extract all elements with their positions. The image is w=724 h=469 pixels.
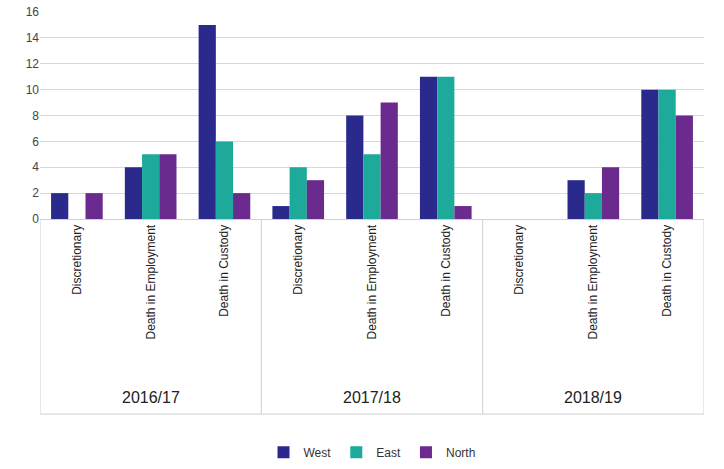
svg-text:6: 6 [32,135,39,149]
svg-text:16: 16 [26,5,40,19]
svg-text:Death in Custody: Death in Custody [217,225,231,317]
svg-text:Discretionary: Discretionary [512,225,526,295]
svg-text:Death in Employment: Death in Employment [144,224,158,339]
svg-text:0: 0 [32,212,39,226]
svg-text:Discretionary: Discretionary [291,225,305,295]
svg-text:2018/19: 2018/19 [564,389,622,406]
svg-text:East: East [376,446,401,460]
svg-text:8: 8 [32,109,39,123]
svg-text:4: 4 [32,160,39,174]
svg-text:Discretionary: Discretionary [70,225,84,295]
svg-text:14: 14 [26,31,40,45]
svg-text:West: West [304,446,332,460]
svg-text:12: 12 [26,57,40,71]
svg-text:2016/17: 2016/17 [122,389,180,406]
svg-text:10: 10 [26,83,40,97]
svg-text:Death in Employment: Death in Employment [586,224,600,339]
svg-text:2: 2 [32,186,39,200]
svg-text:2017/18: 2017/18 [343,389,401,406]
svg-text:Death in Employment: Death in Employment [365,224,379,339]
svg-text:North: North [446,446,475,460]
svg-text:Death in Custody: Death in Custody [660,225,674,317]
svg-text:Death in Custody: Death in Custody [439,225,453,317]
